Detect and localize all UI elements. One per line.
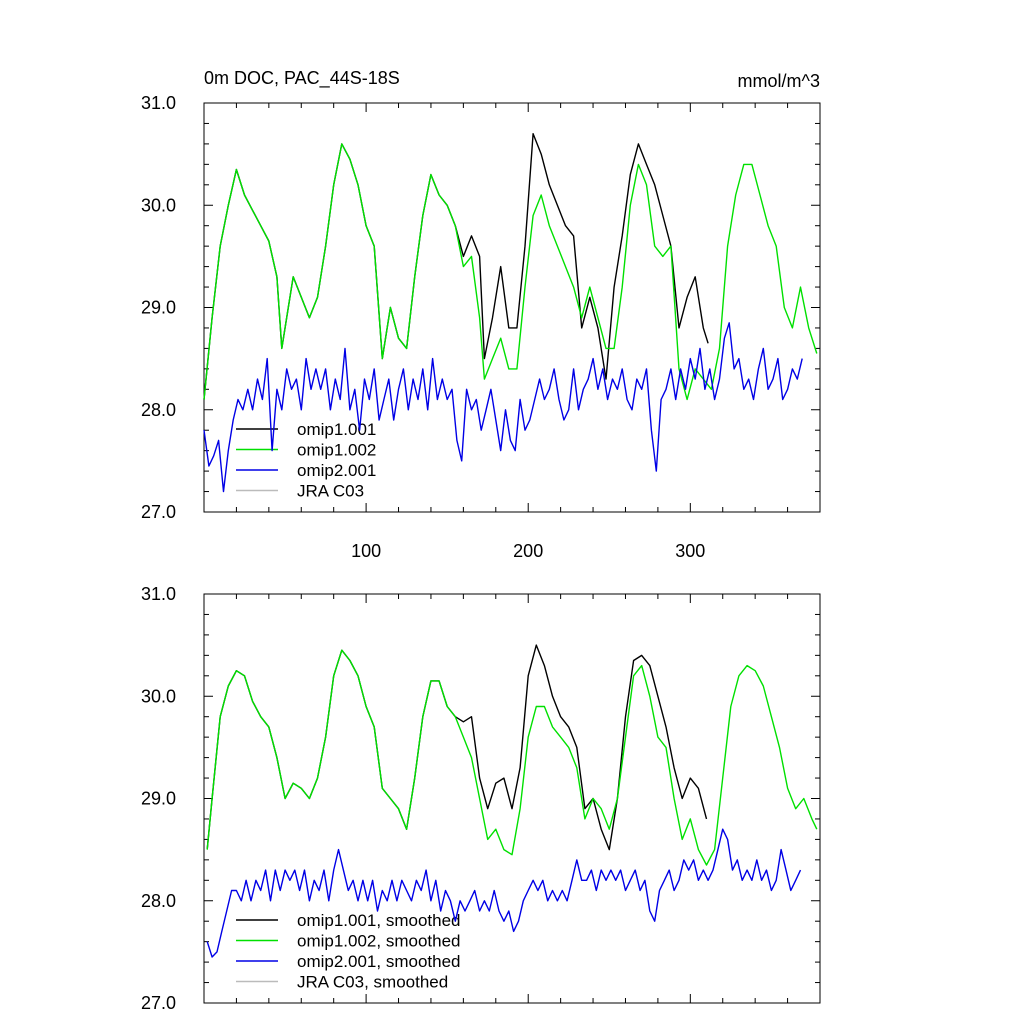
y-tick-label: 31.0 bbox=[141, 93, 176, 113]
bottom-panel: 31.0 30.0 29.0 28.0 27.0 omip1.001, smoothed o… bbox=[141, 584, 821, 1013]
legend-label: JRA C03 bbox=[297, 482, 364, 501]
series-line-0 bbox=[203, 133, 709, 400]
legend-label: omip2.001, smoothed bbox=[297, 952, 461, 971]
legend-label: omip1.002 bbox=[297, 441, 376, 460]
series-line-2 bbox=[203, 322, 803, 493]
y-tick-label: 29.0 bbox=[141, 298, 176, 318]
legend-label: omip2.001 bbox=[297, 461, 376, 480]
x-tick-label: 200 bbox=[513, 541, 543, 561]
top-panel: 0m DOC, PAC_44S-18S mmol/m^3 31.0 30.0 29.… bbox=[141, 68, 821, 561]
series-line-1 bbox=[203, 143, 818, 401]
y-tick-label: 27.0 bbox=[141, 502, 176, 522]
y-tick-label: 28.0 bbox=[141, 400, 176, 420]
y-tick-label: 28.0 bbox=[141, 891, 176, 911]
legend-label: JRA C03, smoothed bbox=[297, 973, 448, 992]
y-tick-label: 30.0 bbox=[141, 686, 176, 706]
legend-label: omip1.002, smoothed bbox=[297, 932, 461, 951]
y-tick-label: 29.0 bbox=[141, 789, 176, 809]
series-line-1 bbox=[206, 649, 818, 866]
y-tick-label: 30.0 bbox=[141, 195, 176, 215]
x-tick-label: 100 bbox=[351, 541, 381, 561]
series-line-2 bbox=[206, 828, 802, 958]
legend-label: omip1.001 bbox=[297, 420, 376, 439]
x-tick-label: 300 bbox=[675, 541, 705, 561]
y-tick-label: 31.0 bbox=[141, 584, 176, 604]
chart-title: 0m DOC, PAC_44S-18S bbox=[204, 68, 400, 89]
units-label: mmol/m^3 bbox=[738, 71, 820, 91]
y-tick-label: 27.0 bbox=[141, 993, 176, 1013]
series-line-0 bbox=[206, 644, 708, 851]
legend-label: omip1.001, smoothed bbox=[297, 911, 461, 930]
